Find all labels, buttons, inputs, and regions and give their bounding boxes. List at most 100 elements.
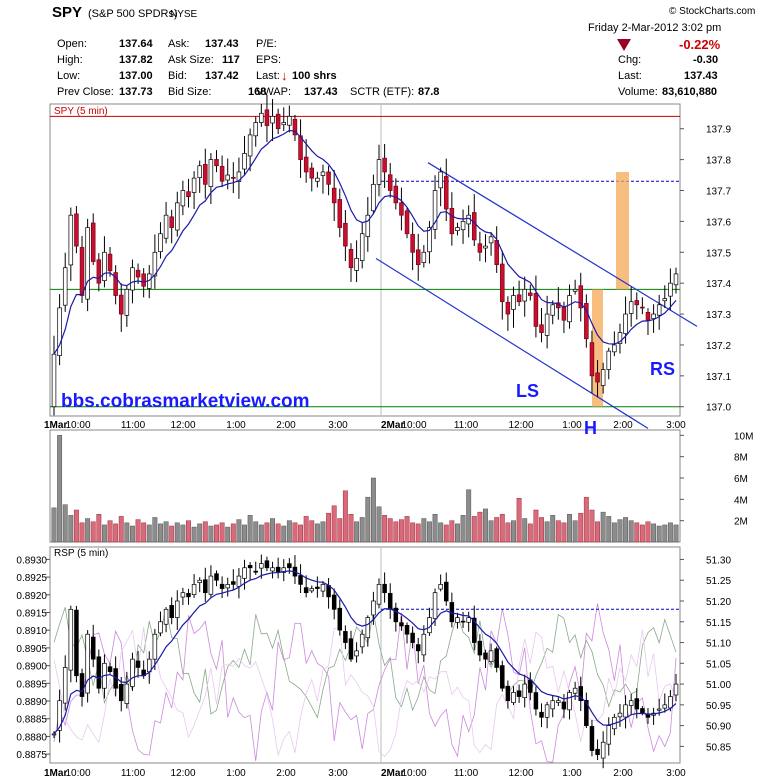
rsp-candle: [124, 683, 130, 704]
volume-bar: [611, 522, 617, 543]
price-candle: [90, 222, 96, 262]
price-x-tick-label: 2:00: [613, 420, 633, 431]
quote-value-sctr: 87.8: [418, 86, 440, 98]
price-candle: [387, 174, 393, 191]
rsp-candle: [432, 592, 438, 619]
rsp-left-tick-label: 0.8915: [16, 609, 47, 620]
volume-bar: [589, 509, 595, 543]
price-candle: [152, 251, 158, 277]
price-candle: [550, 304, 555, 316]
price-candle: [259, 112, 264, 123]
volume-bar: [460, 515, 466, 543]
rsp-candle: [600, 741, 606, 759]
rsp-candle: [180, 592, 186, 598]
rsp-candle: [197, 579, 202, 583]
volume-bar: [225, 526, 231, 543]
rsp-candle: [522, 683, 527, 699]
rsp-candle: [455, 617, 460, 623]
price-candle: [600, 369, 606, 386]
volume-bar: [443, 524, 449, 543]
rsp-candle: [51, 733, 57, 736]
volume-bar: [73, 509, 79, 543]
price-candle: [427, 227, 432, 253]
rsp-candle: [371, 600, 376, 616]
rsp-x-tick-label: 12:00: [170, 768, 195, 779]
rsp-candle: [169, 605, 174, 618]
volume-bar: [141, 522, 147, 543]
price-candle: [175, 202, 180, 231]
quote-value-chg: -0.30: [693, 54, 719, 66]
price-candle: [163, 214, 169, 239]
volume-bar: [522, 518, 528, 543]
volume-bar: [130, 525, 135, 543]
price-candle: [281, 122, 286, 126]
rsp-candle: [219, 583, 225, 589]
rsp-right-tick-label: 51.25: [706, 576, 731, 587]
quote-label-high: High:: [57, 54, 83, 66]
price-panel-title: SPY (5 min): [54, 106, 108, 117]
price-moving-average: [53, 129, 677, 355]
rsp-right-tick-label: 51.00: [706, 680, 731, 691]
down-arrow-icon: ↓: [281, 68, 288, 83]
quote-label-low: Low:: [57, 70, 81, 82]
rsp-candle: [673, 683, 679, 696]
quote-label-pe: P/E:: [256, 38, 277, 50]
price-y-tick-label: 137.6: [706, 217, 731, 228]
volume-bar: [253, 521, 259, 543]
volume-y-tick-label: 6M: [734, 474, 748, 485]
rsp-candle: [130, 658, 135, 687]
price-candle: [359, 233, 365, 261]
price-candle: [169, 216, 174, 228]
volume-bar: [651, 523, 657, 543]
volume-bar: [499, 514, 505, 543]
quote-label-ask-size: Ask Size:: [168, 54, 214, 66]
quote-label-bid: Bid:: [168, 70, 187, 82]
rsp-x-tick-label: 11:00: [121, 768, 146, 779]
price-x-tick-label: 3:00: [328, 420, 348, 431]
quote-label-ask: Ask:: [168, 38, 190, 50]
price-candle: [382, 157, 387, 173]
rsp-candle: [57, 700, 62, 731]
rsp-candle: [96, 656, 102, 689]
rsp-candle: [634, 698, 640, 710]
volume-bar: [483, 508, 488, 543]
rsp-candle: [477, 640, 483, 656]
volume-bar: [309, 520, 315, 543]
quote-value-high: 137.82: [119, 54, 153, 66]
rsp-panel-title: RSP (5 min): [54, 548, 108, 559]
rsp-candle: [584, 700, 589, 726]
rsp-candle: [656, 708, 662, 711]
rsp-candle: [533, 692, 539, 710]
rsp-candle: [303, 587, 309, 594]
price-x-tick-label: 3:00: [666, 420, 686, 431]
rsp-candle: [320, 584, 326, 592]
rsp-ratio-line-green: [53, 607, 677, 719]
volume-bar: [348, 514, 354, 543]
quote-label-bid-size: Bid Size:: [168, 86, 212, 98]
quote-label-prev-close: Prev Close:: [57, 86, 114, 98]
volume-bar: [466, 489, 472, 543]
volume-bar: [264, 522, 270, 543]
rsp-right-tick-label: 50.90: [706, 722, 731, 733]
volume-bar: [606, 516, 612, 543]
price-candle: [320, 171, 326, 176]
volume-bar: [567, 514, 572, 543]
volume-bar: [600, 511, 606, 543]
down-triangle-icon: [617, 39, 631, 51]
volume-bar: [398, 519, 404, 543]
rsp-candle: [662, 704, 668, 709]
price-candle: [516, 294, 522, 303]
volume-bar: [96, 514, 102, 543]
quote-label-sctr: SCTR (ETF):: [350, 86, 415, 98]
price-candle: [130, 267, 135, 291]
rsp-candle: [68, 608, 74, 671]
volume-y-tick-label: 2M: [734, 517, 748, 528]
rsp-x-tick-label: 11:00: [454, 768, 479, 779]
quote-label-eps: EPS:: [256, 54, 282, 66]
price-y-tick-label: 137.3: [706, 310, 731, 321]
volume-bar: [639, 524, 645, 543]
volume-y-tick-label: 10M: [734, 431, 753, 442]
price-candle: [455, 227, 460, 231]
rsp-x-tick-label: 12:00: [508, 768, 533, 779]
